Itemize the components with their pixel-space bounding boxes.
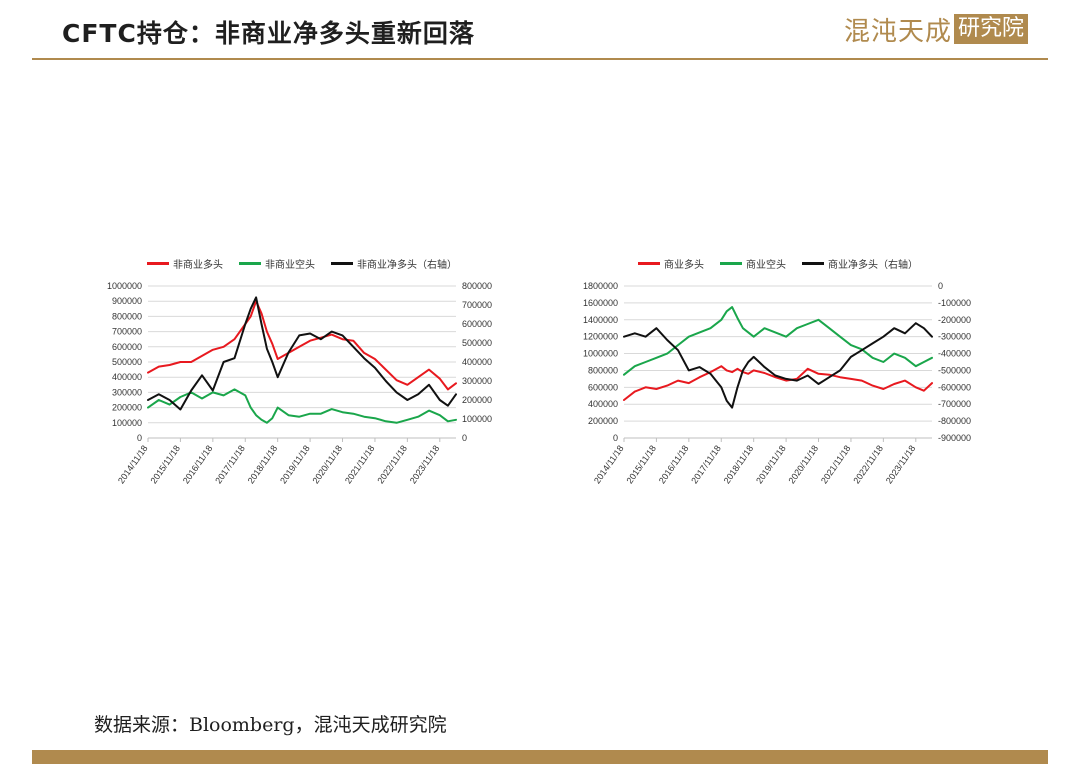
y-right-tick-label: 800000 [462,281,492,291]
y-left-tick-label: 500000 [112,357,142,367]
y-right-tick-label: -700000 [938,399,971,409]
series-line [147,388,457,424]
y-right-tick-label: 400000 [462,357,492,367]
legend-swatch-green [239,262,261,265]
y-right-tick-label: -200000 [938,315,971,325]
y-left-tick-label: 800000 [588,365,618,375]
y-left-tick-label: 900000 [112,296,142,306]
legend-item: 商业净多头（右轴） [802,256,918,271]
y-right-tick-label: 0 [938,281,943,291]
x-tick-label: 2021/11/18 [343,443,377,485]
y-left-tick-label: 1000000 [583,349,618,359]
legend-swatch-black [802,262,824,265]
y-left-tick-label: 200000 [112,403,142,413]
legend-label: 非商业净多头（右轴） [357,260,457,271]
y-left-tick-label: 0 [137,433,142,443]
x-tick-label: 2022/11/18 [375,443,409,485]
y-left-tick-label: 400000 [588,399,618,409]
x-tick-label: 2018/11/18 [246,443,280,485]
legend-swatch-red [638,262,660,265]
legend-swatch-red [147,262,169,265]
y-left-tick-label: 100000 [112,418,142,428]
legend-item: 非商业净多头（右轴） [331,256,457,271]
brand-logo: 混沌天成 研究院 [843,12,1028,47]
logo-main-text: 混沌天成 [843,16,952,47]
series-line [623,365,933,401]
y-right-tick-label: 100000 [462,414,492,424]
legend-label: 非商业空头 [265,260,315,271]
y-right-tick-label: -100000 [938,298,971,308]
y-right-tick-label: -300000 [938,332,971,342]
chart-plot-svg: 0 100000 200000 300000 400000 500000 600000 700… [107,281,492,486]
legend-item: 非商业多头 [147,256,223,271]
series-line [623,306,933,376]
x-tick-label: 2017/11/18 [689,443,723,485]
x-tick-label: 2020/11/18 [787,443,821,485]
legend-label: 商业净多头（右轴） [828,260,918,271]
x-tick-label: 2014/11/18 [592,443,626,485]
page-title: CFTC持仓：非商业净多头重新回落 [62,19,475,48]
x-tick-label: 2016/11/18 [181,443,215,485]
y-left-tick-label: 800000 [112,311,142,321]
y-right-tick-label: 600000 [462,319,492,329]
y-right-tick-label: 200000 [462,395,492,405]
series-line [147,300,457,391]
y-left-tick-label: 700000 [112,327,142,337]
legend-swatch-black [331,262,353,265]
legend-item: 商业多头 [638,256,704,271]
chart-legend: 非商业多头 非商业空头 非商业净多头（右轴） [92,256,512,271]
source-note: 数据来源：Bloomberg，混沌天成研究院 [94,714,447,736]
y-right-tick-label: -600000 [938,382,971,392]
y-left-tick-label: 1000000 [107,281,142,291]
legend-item: 商业空头 [720,256,786,271]
y-left-tick-label: 1600000 [583,298,618,308]
chart-noncommercial: 非商业多头 非商业空头 非商业净多头（右轴） 0 100000 200000 3000… [92,246,512,508]
legend-swatch-green [720,262,742,265]
chart-legend: 商业多头 商业空头 商业净多头（右轴） [568,256,988,271]
y-right-tick-label: 0 [462,433,467,443]
y-right-tick-label: -400000 [938,349,971,359]
header-rule [32,58,1048,60]
y-left-tick-label: 1200000 [583,332,618,342]
x-tick-label: 2020/11/18 [311,443,345,485]
x-tick-label: 2019/11/18 [278,443,312,485]
chart-plot-svg: 0 200000 400000 600000 800000 1000000 1200000 1… [583,281,971,486]
x-tick-label: 2015/11/18 [148,443,182,485]
y-right-tick-label: -900000 [938,433,971,443]
x-tick-label: 2019/11/18 [754,443,788,485]
y-right-tick-label: -800000 [938,416,971,426]
x-tick-label: 2016/11/18 [657,443,691,485]
y-left-tick-label: 400000 [112,372,142,382]
legend-item: 非商业空头 [239,256,315,271]
y-right-tick-label: 700000 [462,300,492,310]
x-tick-label: 2022/11/18 [851,443,885,485]
x-tick-label: 2023/11/18 [884,443,918,485]
x-tick-label: 2017/11/18 [213,443,247,485]
y-right-tick-label: 300000 [462,376,492,386]
y-left-tick-label: 1400000 [583,315,618,325]
chart-commercial: 商业多头 商业空头 商业净多头（右轴） 0 200000 400000 600000 8… [568,246,988,508]
y-left-tick-label: 200000 [588,416,618,426]
y-left-tick-label: 600000 [112,342,142,352]
x-tick-label: 2018/11/18 [722,443,756,485]
legend-label: 商业空头 [746,260,786,271]
x-tick-label: 2014/11/18 [116,443,150,485]
series-line [623,322,933,409]
series-line [147,296,457,411]
y-left-tick-label: 600000 [588,382,618,392]
y-left-tick-label: 0 [613,433,618,443]
x-tick-label: 2021/11/18 [819,443,853,485]
y-left-tick-label: 1800000 [583,281,618,291]
legend-label: 非商业多头 [173,260,223,271]
y-left-tick-label: 300000 [112,387,142,397]
legend-label: 商业多头 [664,260,704,271]
x-tick-label: 2023/11/18 [408,443,442,485]
logo-box-text: 研究院 [953,14,1028,44]
x-tick-label: 2015/11/18 [624,443,658,485]
y-right-tick-label: 500000 [462,338,492,348]
footer-bar [32,750,1048,764]
y-right-tick-label: -500000 [938,365,971,375]
